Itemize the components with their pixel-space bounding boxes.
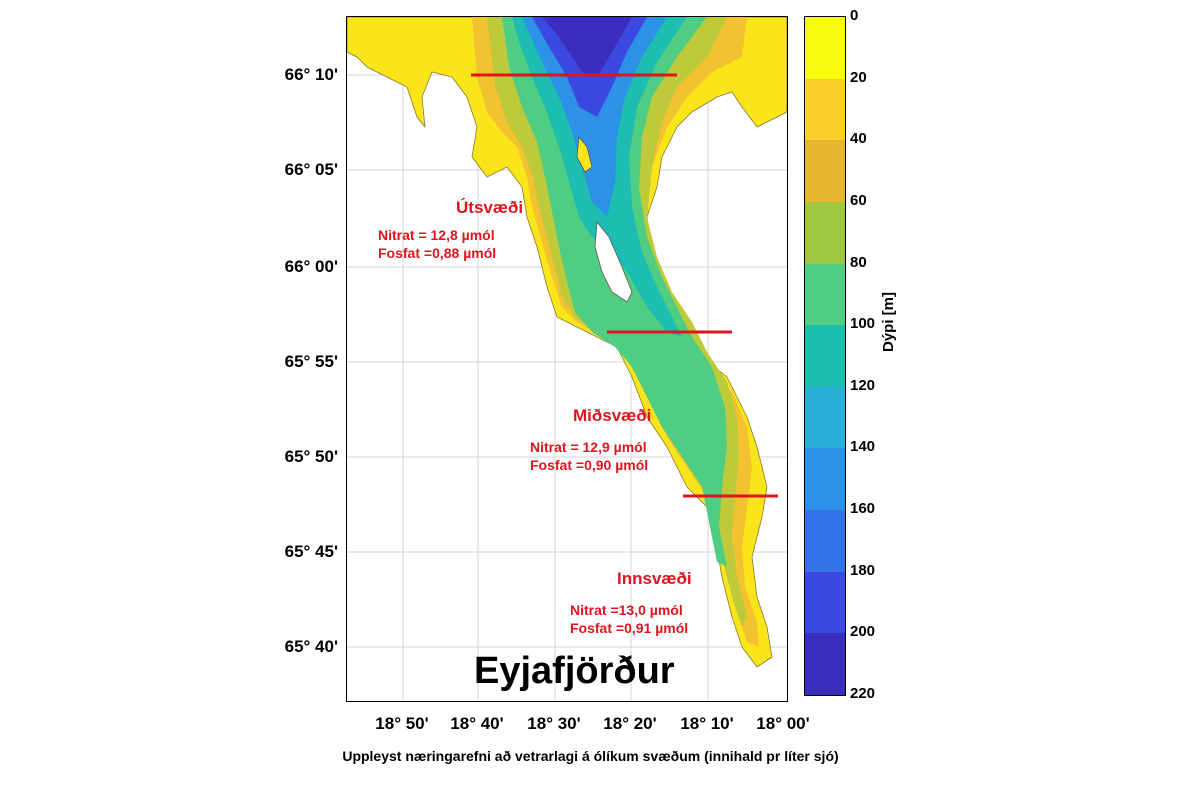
lon-label: 18° 00' [756, 714, 810, 733]
colorbar-tick-label: 200 [850, 623, 876, 641]
island-hrisey [594, 220, 633, 303]
colorbar-segment [805, 510, 845, 573]
lat-label: 65° 45' [284, 542, 338, 561]
nitrat-value: Nitrat = 12,9 µmól [530, 439, 647, 455]
map-title: Eyjafjörður [474, 650, 675, 692]
region-name: Miðsvæði [573, 406, 652, 425]
colorbar-segment [805, 201, 845, 265]
bathymetry-map [347, 17, 787, 701]
colorbar-tick-label: 140 [850, 438, 876, 456]
lon-label: 18° 20' [603, 714, 657, 733]
lon-label: 18° 50' [375, 714, 429, 733]
colorbar-title: Dýpi [m] [880, 292, 897, 352]
lon-label: 18° 10' [680, 714, 734, 733]
nitrat-value: Nitrat =13,0 µmól [570, 602, 683, 618]
colorbar-tick-label: 120 [850, 376, 876, 394]
colorbar-tick-label: 60 [850, 191, 867, 209]
colorbar-tick-label: 100 [850, 315, 876, 333]
colorbar-tick-label: 160 [850, 500, 876, 518]
colorbar-segment [805, 263, 845, 326]
lon-label: 18° 30' [527, 714, 581, 733]
region-name: Útsvæði [456, 198, 524, 217]
lat-label: 65° 40' [284, 637, 338, 656]
colorbar-segment [805, 325, 845, 388]
lon-label: 18° 40' [450, 714, 504, 733]
depth-140m [522, 17, 667, 217]
lat-label: 66° 10' [284, 65, 338, 84]
colorbar-segment [805, 633, 845, 696]
colorbar-tick-label: 180 [850, 561, 876, 579]
colorbar-tick-label: 80 [850, 253, 867, 271]
depth-colorbar [804, 16, 846, 696]
nitrat-value: Nitrat = 12,8 µmól [378, 227, 495, 243]
figure-caption: Uppleyst næringarefni að vetrarlagi á ól… [342, 748, 839, 764]
lat-label: 65° 55' [284, 352, 338, 371]
lat-label: 66° 05' [284, 160, 338, 179]
colorbar-segment [805, 140, 845, 203]
colorbar-segment [805, 448, 845, 511]
colorbar-tick-label: 40 [850, 130, 867, 148]
colorbar-tick-label: 220 [850, 685, 876, 702]
island-small [576, 135, 593, 173]
fosfat-value: Fosfat =0,91 µmól [570, 620, 689, 636]
colorbar-tick-label: 0 [850, 7, 859, 24]
fosfat-value: Fosfat =0,90 µmól [530, 457, 649, 473]
colorbar-segment [805, 78, 845, 141]
colorbar-tick-label: 20 [850, 68, 867, 86]
fosfat-value: Fosfat =0,88 µmól [378, 245, 497, 261]
lat-label: 65° 50' [284, 447, 338, 466]
map-frame [346, 16, 788, 702]
region-name: Innsvæði [617, 569, 692, 588]
depth-200m [542, 17, 632, 77]
lat-label: 66° 00' [284, 257, 338, 276]
colorbar-segment [805, 571, 845, 634]
colorbar-segment [805, 386, 845, 449]
colorbar-segment [805, 17, 845, 80]
